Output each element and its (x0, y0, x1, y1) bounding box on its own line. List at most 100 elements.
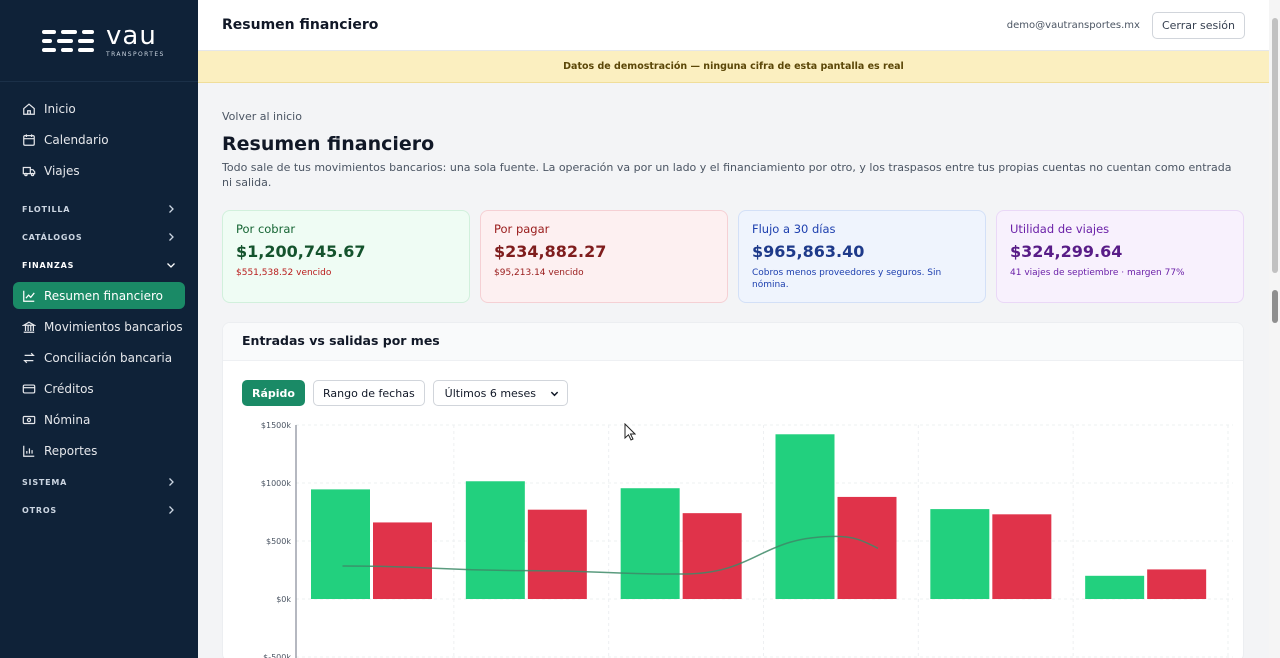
section-label: OTROS (22, 505, 57, 515)
sidebar-item-label: Calendario (44, 132, 109, 147)
truck-icon (22, 166, 36, 176)
sidebar-item-creditos[interactable]: Créditos (13, 375, 185, 402)
kpi-value: $1,200,745.67 (236, 242, 366, 261)
mouse-cursor-icon (624, 423, 636, 441)
kpi-label: Flujo a 30 días (752, 222, 836, 236)
brand-logo[interactable]: vau TRANSPORTES (0, 0, 198, 82)
cash-icon (22, 415, 36, 424)
bar-entradas (775, 434, 835, 599)
top-bar: Resumen financiero demo@vautransportes.m… (198, 0, 1269, 51)
back-link[interactable]: Volver al inicio (222, 110, 302, 123)
date-range-button[interactable]: Rango de fechas (312, 380, 425, 406)
bar-entradas (930, 509, 990, 599)
kpi-label: Utilidad de viajes (1010, 222, 1110, 236)
sidebar-item-conciliacion-bancaria[interactable]: Conciliación bancaria (13, 344, 185, 371)
sidebar-section-flotilla[interactable]: FLOTILLA (22, 204, 176, 214)
chart-title: Entradas vs salidas por mes (223, 323, 1243, 361)
section-label: CATÁLOGOS (22, 232, 83, 242)
sidebar-item-label: Conciliación bancaria (44, 350, 173, 365)
section-label: FINANZAS (22, 260, 75, 270)
sidebar-item-inicio[interactable]: Inicio (13, 95, 185, 122)
chevron-down-icon (550, 391, 559, 396)
bar-salidas (992, 514, 1052, 599)
bank-icon (22, 320, 36, 333)
y-tick-label: $1500k (261, 421, 291, 430)
y-tick-label: $-500k (263, 653, 291, 658)
sidebar-item-label: Reportes (44, 443, 98, 458)
page-scrollbar[interactable] (1269, 0, 1280, 658)
kpi-subtext: 41 viajes de septiembre · margen 77% (1010, 268, 1185, 278)
main-content: Volver al inicio Resumen financiero Todo… (198, 83, 1269, 658)
bar-salidas (1147, 569, 1207, 599)
sidebar-item-label: Viajes (44, 163, 80, 178)
kpi-subtext: $95,213.14 vencido (494, 268, 584, 278)
y-tick-label: $1000k (261, 479, 291, 488)
period-select-value: Últimos 6 meses (444, 386, 537, 400)
logout-button[interactable]: Cerrar sesión (1151, 11, 1245, 39)
kpi-card-flujo-30-dias: Flujo a 30 días $965,863.40 Cobros menos… (738, 210, 986, 303)
chart-controls: Rápido Rango de fechas Últimos 6 meses (242, 380, 569, 406)
demo-banner: Datos de demostración — ninguna cifra de… (198, 51, 1269, 83)
y-tick-label: $0k (276, 595, 291, 604)
sidebar-item-label: Nómina (44, 412, 91, 427)
kpi-card-utilidad-viajes: Utilidad de viajes $324,299.64 41 viajes… (996, 210, 1244, 303)
page-description: Todo sale de tus movimientos bancarios: … (222, 161, 1232, 189)
scrollbar-thumb[interactable] (1272, 18, 1278, 273)
bar-salidas (837, 496, 897, 599)
sidebar-item-reportes[interactable]: Reportes (13, 437, 185, 464)
page-title: Resumen financiero (222, 133, 435, 155)
sidebar-item-movimientos-bancarios[interactable]: Movimientos bancarios (13, 313, 185, 340)
series-line (342, 535, 879, 575)
sidebar-section-catalogos[interactable]: CATÁLOGOS (22, 232, 176, 242)
chevron-right-icon (169, 233, 174, 241)
bar-entradas (311, 489, 370, 599)
kpi-subtext: Cobros menos proveedores y seguros. Sin … (752, 268, 942, 290)
sidebar-item-calendario[interactable]: Calendario (13, 126, 185, 153)
chevron-right-icon (169, 506, 174, 514)
kpi-label: Por cobrar (236, 222, 296, 236)
sidebar-section-otros[interactable]: OTROS (22, 505, 176, 515)
kpi-subtext: $551,538.52 vencido (236, 268, 332, 278)
kpi-value: $234,882.27 (494, 242, 607, 261)
entradas-salidas-chart: $1500k $1000k $500k $0k $-500k (261, 421, 1233, 658)
chevron-right-icon (169, 205, 174, 213)
kpi-label: Por pagar (494, 222, 550, 236)
chart-line-icon (23, 290, 35, 302)
brand-subtitle: TRANSPORTES (106, 51, 165, 58)
user-email: demo@vautransportes.mx (1006, 19, 1140, 31)
bar-salidas (373, 522, 432, 599)
sidebar-section-finanzas[interactable]: FINANZAS (22, 260, 176, 270)
sidebar-item-label: Resumen financiero (44, 288, 163, 303)
chevron-down-icon (167, 263, 175, 268)
section-label: FLOTILLA (22, 204, 71, 214)
arrows-swap-icon (23, 352, 35, 363)
sidebar-item-viajes[interactable]: Viajes (13, 157, 185, 184)
credit-card-icon (22, 383, 36, 394)
logo-mark-icon (42, 29, 94, 52)
period-select[interactable]: Últimos 6 meses (432, 380, 569, 406)
scrollbar-thumb-secondary[interactable] (1272, 290, 1278, 323)
kpi-value: $324,299.64 (1010, 242, 1123, 261)
sidebar-item-nomina[interactable]: Nómina (13, 406, 185, 433)
calendar-icon (23, 133, 35, 146)
bar-entradas (620, 488, 680, 599)
bar-chart-icon (23, 445, 35, 457)
bar-entradas (1085, 575, 1145, 599)
kpi-card-por-cobrar: Por cobrar $1,200,745.67 $551,538.52 ven… (222, 210, 470, 303)
section-label: SISTEMA (22, 477, 68, 487)
chevron-right-icon (169, 478, 174, 486)
kpi-value: $965,863.40 (752, 242, 865, 261)
quick-filter-button[interactable]: Rápido (242, 380, 305, 406)
kpi-card-por-pagar: Por pagar $234,882.27 $95,213.14 vencido (480, 210, 728, 303)
sidebar-item-label: Movimientos bancarios (44, 319, 183, 334)
sidebar-item-label: Créditos (44, 381, 94, 396)
home-icon (23, 102, 35, 115)
chart-card: Entradas vs salidas por mes Rápido Rango… (222, 322, 1244, 658)
sidebar-item-resumen-financiero[interactable]: Resumen financiero (13, 282, 185, 309)
sidebar: vau TRANSPORTES Inicio Calendario Viajes… (0, 0, 198, 658)
bar-salidas (527, 509, 587, 599)
header-title: Resumen financiero (222, 17, 379, 33)
brand-name: vau (106, 21, 157, 51)
sidebar-item-label: Inicio (44, 101, 76, 116)
sidebar-section-sistema[interactable]: SISTEMA (22, 477, 176, 487)
